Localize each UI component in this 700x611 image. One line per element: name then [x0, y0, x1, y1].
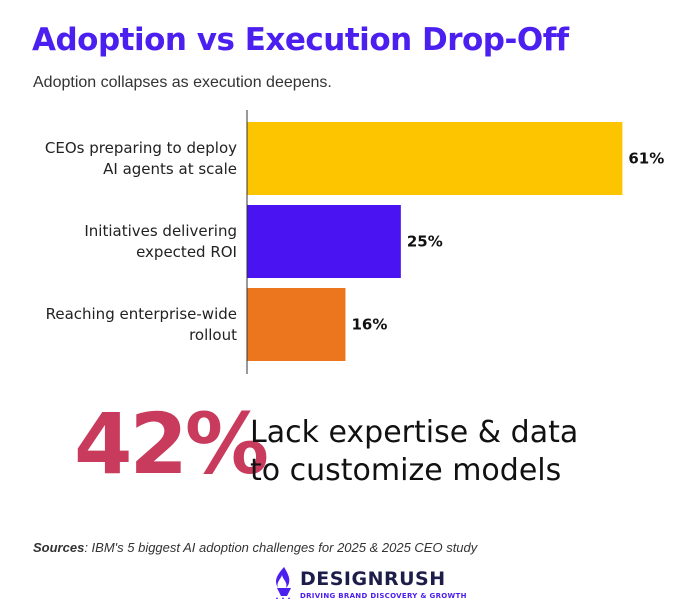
bar-1	[247, 122, 623, 195]
category-label-2: Initiatives delivering expected ROI	[84, 222, 237, 261]
sources-text: : IBM's 5 biggest AI adoption challenges…	[84, 540, 478, 555]
bar-2	[247, 205, 401, 278]
highlight-text-line2: to customize models	[250, 453, 562, 488]
highlight-text-line1: Lack expertise & data	[250, 415, 579, 450]
sources-label: Sources	[33, 540, 85, 555]
bar-chart: 61% CEOs preparing to deploy AI agents at …	[45, 110, 664, 374]
brand-name: DESIGNRUSH	[300, 568, 446, 590]
value-label-3: 16%	[351, 316, 387, 334]
highlight-text: Lack expertise & data to customize model…	[250, 414, 690, 490]
chart-title: Adoption vs Execution Drop-Off	[32, 22, 569, 58]
sources-note: Sources: IBM's 5 biggest AI adoption cha…	[33, 540, 477, 555]
flame-logo-icon	[276, 567, 291, 599]
bar-3	[247, 288, 346, 361]
designrush-brand: DESIGNRUSH DRIVING BRAND DISCOVERY & GRO…	[272, 566, 466, 606]
value-label-1: 61%	[628, 150, 664, 168]
brand-tagline: DRIVING BRAND DISCOVERY & GROWTH	[300, 592, 467, 600]
chart-subtitle: Adoption collapses as execution deepens.	[33, 74, 332, 91]
category-label-1: CEOs preparing to deploy AI agents at sca…	[45, 139, 237, 178]
category-label-3: Reaching enterprise-wide rollout	[46, 305, 238, 344]
highlight-stat: 42%	[74, 395, 269, 493]
value-label-2: 25%	[407, 233, 443, 251]
